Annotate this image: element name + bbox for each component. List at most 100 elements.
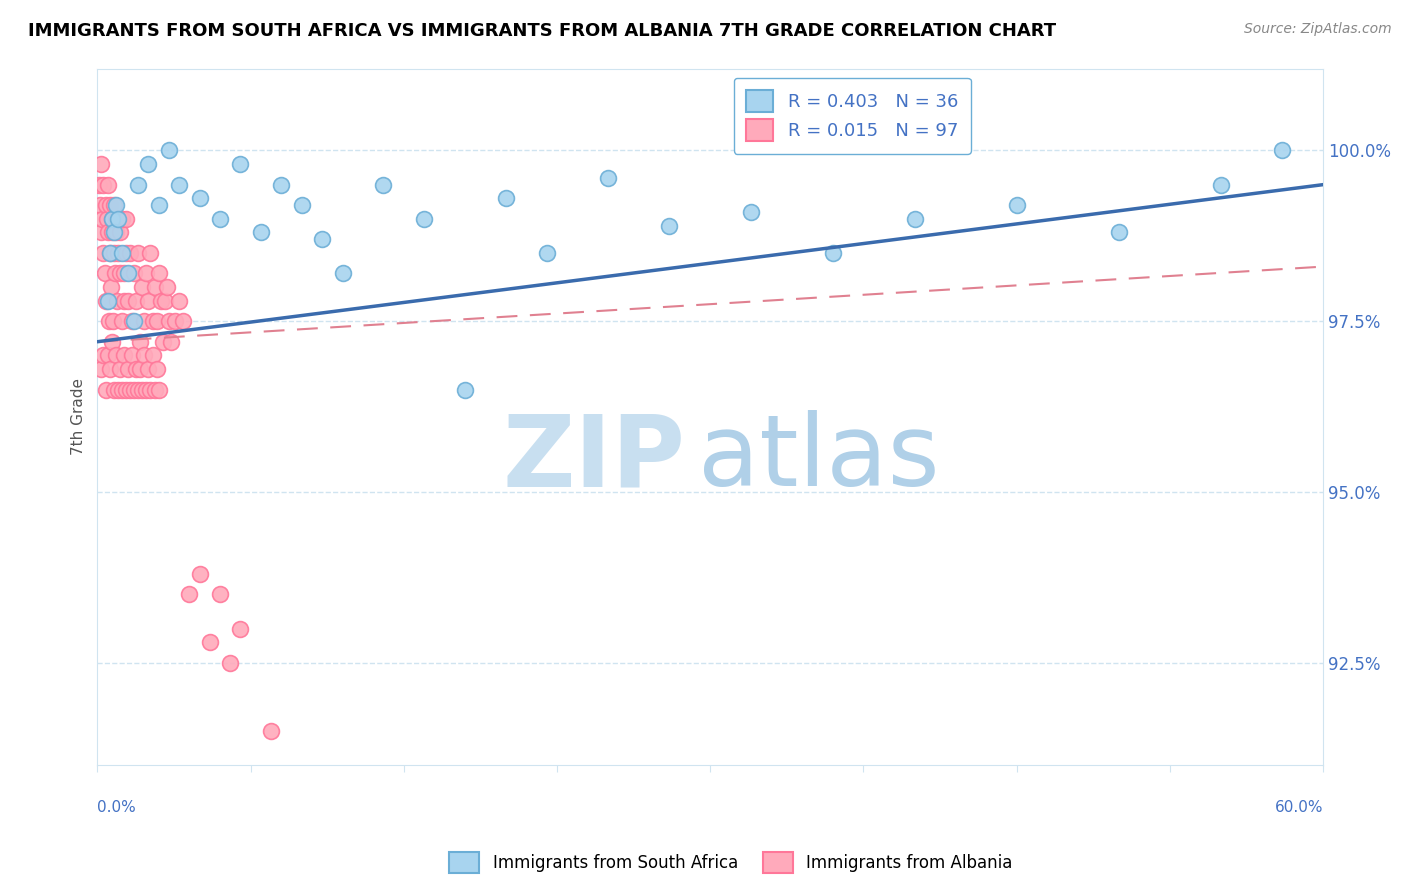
Point: [105, 293, 128, 308]
Point: [167, 178, 190, 192]
Point: [98, 246, 121, 260]
Point: [179, 587, 201, 601]
Point: [156, 280, 179, 294]
Point: [115, 383, 138, 397]
Point: [219, 656, 242, 670]
Point: [153, 293, 176, 308]
Point: [97, 178, 120, 192]
Text: ZIP: ZIP: [503, 410, 686, 508]
Point: [167, 293, 190, 308]
Point: [100, 280, 122, 294]
Point: [149, 293, 172, 308]
Point: [122, 314, 145, 328]
Point: [131, 383, 153, 397]
Point: [98, 198, 121, 212]
Point: [172, 314, 194, 328]
Point: [145, 314, 167, 328]
Point: [122, 383, 145, 397]
Point: [98, 246, 121, 260]
Point: [107, 211, 129, 226]
Text: IMMIGRANTS FROM SOUTH AFRICA VS IMMIGRANTS FROM ALBANIA 7TH GRADE CORRELATION CH: IMMIGRANTS FROM SOUTH AFRICA VS IMMIGRAN…: [28, 22, 1056, 40]
Point: [249, 226, 271, 240]
Point: [1005, 198, 1028, 212]
Point: [117, 293, 139, 308]
Text: Source: ZipAtlas.com: Source: ZipAtlas.com: [1244, 22, 1392, 37]
Point: [104, 348, 127, 362]
Point: [125, 362, 148, 376]
Point: [127, 246, 149, 260]
Point: [96, 211, 118, 226]
Point: [107, 246, 129, 260]
Point: [122, 267, 145, 281]
Point: [821, 246, 844, 260]
Point: [103, 246, 125, 260]
Point: [160, 334, 183, 349]
Point: [198, 635, 221, 649]
Point: [740, 205, 762, 219]
Point: [97, 348, 120, 362]
Point: [104, 226, 127, 240]
Legend: Immigrants from South Africa, Immigrants from Albania: Immigrants from South Africa, Immigrants…: [443, 846, 1019, 880]
Point: [100, 226, 122, 240]
Point: [117, 267, 139, 281]
Point: [93, 246, 115, 260]
Point: [135, 383, 157, 397]
Point: [127, 178, 149, 192]
Point: [111, 383, 134, 397]
Point: [111, 246, 134, 260]
Point: [413, 211, 436, 226]
Text: 60.0%: 60.0%: [1275, 800, 1323, 815]
Point: [103, 226, 125, 240]
Point: [94, 293, 117, 308]
Point: [111, 211, 134, 226]
Point: [108, 362, 131, 376]
Point: [100, 334, 122, 349]
Point: [90, 362, 112, 376]
Point: [658, 219, 681, 233]
Point: [104, 198, 127, 212]
Point: [129, 334, 152, 349]
Point: [94, 383, 117, 397]
Point: [121, 314, 143, 328]
Point: [98, 362, 121, 376]
Point: [143, 383, 166, 397]
Point: [107, 383, 129, 397]
Point: [495, 191, 517, 205]
Point: [148, 267, 170, 281]
Point: [188, 566, 211, 581]
Point: [1271, 144, 1294, 158]
Point: [141, 314, 163, 328]
Point: [125, 293, 148, 308]
Point: [1209, 178, 1232, 192]
Text: 0.0%: 0.0%: [97, 800, 136, 815]
Point: [157, 314, 180, 328]
Point: [332, 267, 354, 281]
Point: [143, 280, 166, 294]
Point: [260, 724, 283, 739]
Point: [90, 226, 112, 240]
Point: [104, 267, 127, 281]
Point: [112, 348, 135, 362]
Text: atlas: atlas: [697, 410, 939, 508]
Point: [108, 267, 131, 281]
Point: [111, 314, 134, 328]
Legend: R = 0.403   N = 36, R = 0.015   N = 97: R = 0.403 N = 36, R = 0.015 N = 97: [734, 78, 972, 154]
Point: [598, 170, 620, 185]
Point: [208, 587, 231, 601]
Point: [100, 211, 122, 226]
Point: [121, 348, 143, 362]
Point: [1108, 226, 1130, 240]
Point: [118, 246, 141, 260]
Point: [135, 267, 157, 281]
Point: [104, 211, 127, 226]
Point: [89, 198, 111, 212]
Point: [93, 348, 115, 362]
Point: [373, 178, 395, 192]
Point: [148, 198, 170, 212]
Point: [118, 383, 141, 397]
Point: [97, 226, 120, 240]
Point: [229, 157, 252, 171]
Point: [270, 178, 292, 192]
Point: [208, 211, 231, 226]
Point: [131, 280, 153, 294]
